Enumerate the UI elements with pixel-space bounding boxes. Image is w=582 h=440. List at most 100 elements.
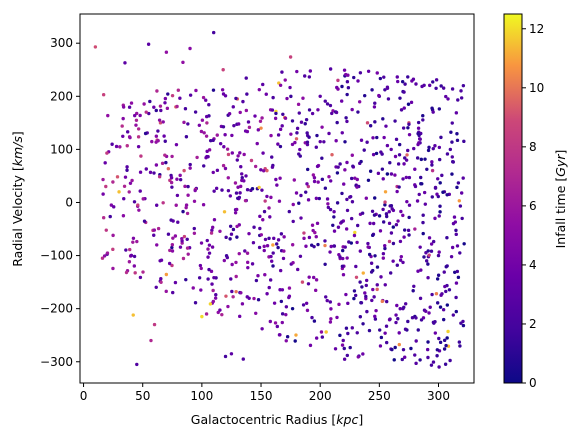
scatter-point [117,190,121,194]
scatter-point [406,319,410,324]
scatter-point [100,256,105,260]
scatter-point [364,283,368,288]
scatter-point [253,114,257,118]
scatter-point [123,175,128,179]
scatter-point [410,316,415,320]
scatter-point [261,169,266,173]
scatter-point [220,88,225,92]
scatter-point [348,194,353,199]
scatter-point [194,88,198,93]
scatter-point [278,268,283,273]
scatter-point [375,287,379,292]
scatter-point [401,126,406,130]
scatter-point [155,243,159,247]
scatter-point [451,160,455,164]
scatter-point [403,302,408,306]
scatter-point [281,112,285,116]
scatter-point [371,152,376,157]
scatter-point [158,121,163,125]
scatter-point [341,338,345,343]
scatter-point [404,175,409,180]
scatter-point [160,161,165,166]
scatter-point [418,137,422,141]
scatter-point [344,326,349,330]
scatter-point [229,232,234,236]
scatter-point [383,283,387,287]
scatter-point [423,157,427,161]
scatter-point [434,292,439,296]
scatter-point [359,301,364,305]
scatter-point [200,118,205,122]
scatter-point [305,131,309,135]
scatter-point [210,245,215,249]
scatter-point [417,192,421,197]
scatter-point [414,361,418,366]
scatter-point [132,200,137,204]
scatter-point [350,107,354,112]
scatter-point [402,228,407,232]
scatter-point [336,225,341,229]
scatter-point [394,320,398,325]
scatter-point [280,70,284,74]
scatter-point [180,236,184,241]
scatter-point [327,175,331,179]
scatter-point [290,142,295,147]
scatter-point [430,106,434,110]
scatter-point [244,76,248,80]
scatter-point [120,124,124,128]
scatter-point [395,189,399,194]
scatter-point [362,148,366,152]
scatter-point [383,190,388,194]
scatter-point [207,148,212,152]
scatter-point [344,227,349,231]
scatter-point [135,239,139,244]
scatter-point [385,214,389,219]
scatter-point [427,253,431,257]
scatter-point [352,289,357,293]
scatter-point [336,165,340,169]
scatter-point [368,169,373,173]
scatter-point [376,171,381,176]
scatter-point [429,363,434,367]
scatter-point [211,170,215,175]
scatter-point [205,238,209,243]
scatter-point [375,135,379,140]
scatter-point [297,152,301,156]
colorbar-tick-label: 2 [529,317,537,331]
scatter-point [171,236,175,240]
scatter-point [329,307,333,311]
scatter-point [164,50,169,54]
scatter-point [192,231,197,236]
scatter-point [402,90,406,94]
scatter-point [111,233,115,238]
scatter-point [421,231,425,236]
scatter-point [234,191,239,195]
scatter-point [101,192,105,196]
scatter-point [370,298,374,303]
scatter-point [270,165,275,169]
scatter-point [115,175,120,179]
scatter-point [161,201,165,205]
scatter-point [235,224,239,229]
scatter-point [413,184,418,189]
scatter-point [231,295,235,299]
scatter-point [442,347,447,351]
scatter-point [303,74,307,78]
scatter-point [267,206,271,210]
scatter-point [365,140,369,144]
scatter-point [276,142,280,146]
scatter-point [416,131,420,136]
scatter-point [158,259,162,263]
scatter-point [444,343,448,348]
scatter-point [393,345,397,350]
scatter-point [345,80,350,84]
scatter-point [327,131,331,136]
scatter-point [182,168,186,173]
scatter-point [450,87,455,91]
x-axis: 0 50 100 150 200 250 300 [80,383,450,403]
y-tick-label: 100 [50,142,73,156]
scatter-point [343,168,347,172]
scatter-point [389,172,394,176]
scatter-point [211,88,216,92]
scatter-point [111,180,115,184]
